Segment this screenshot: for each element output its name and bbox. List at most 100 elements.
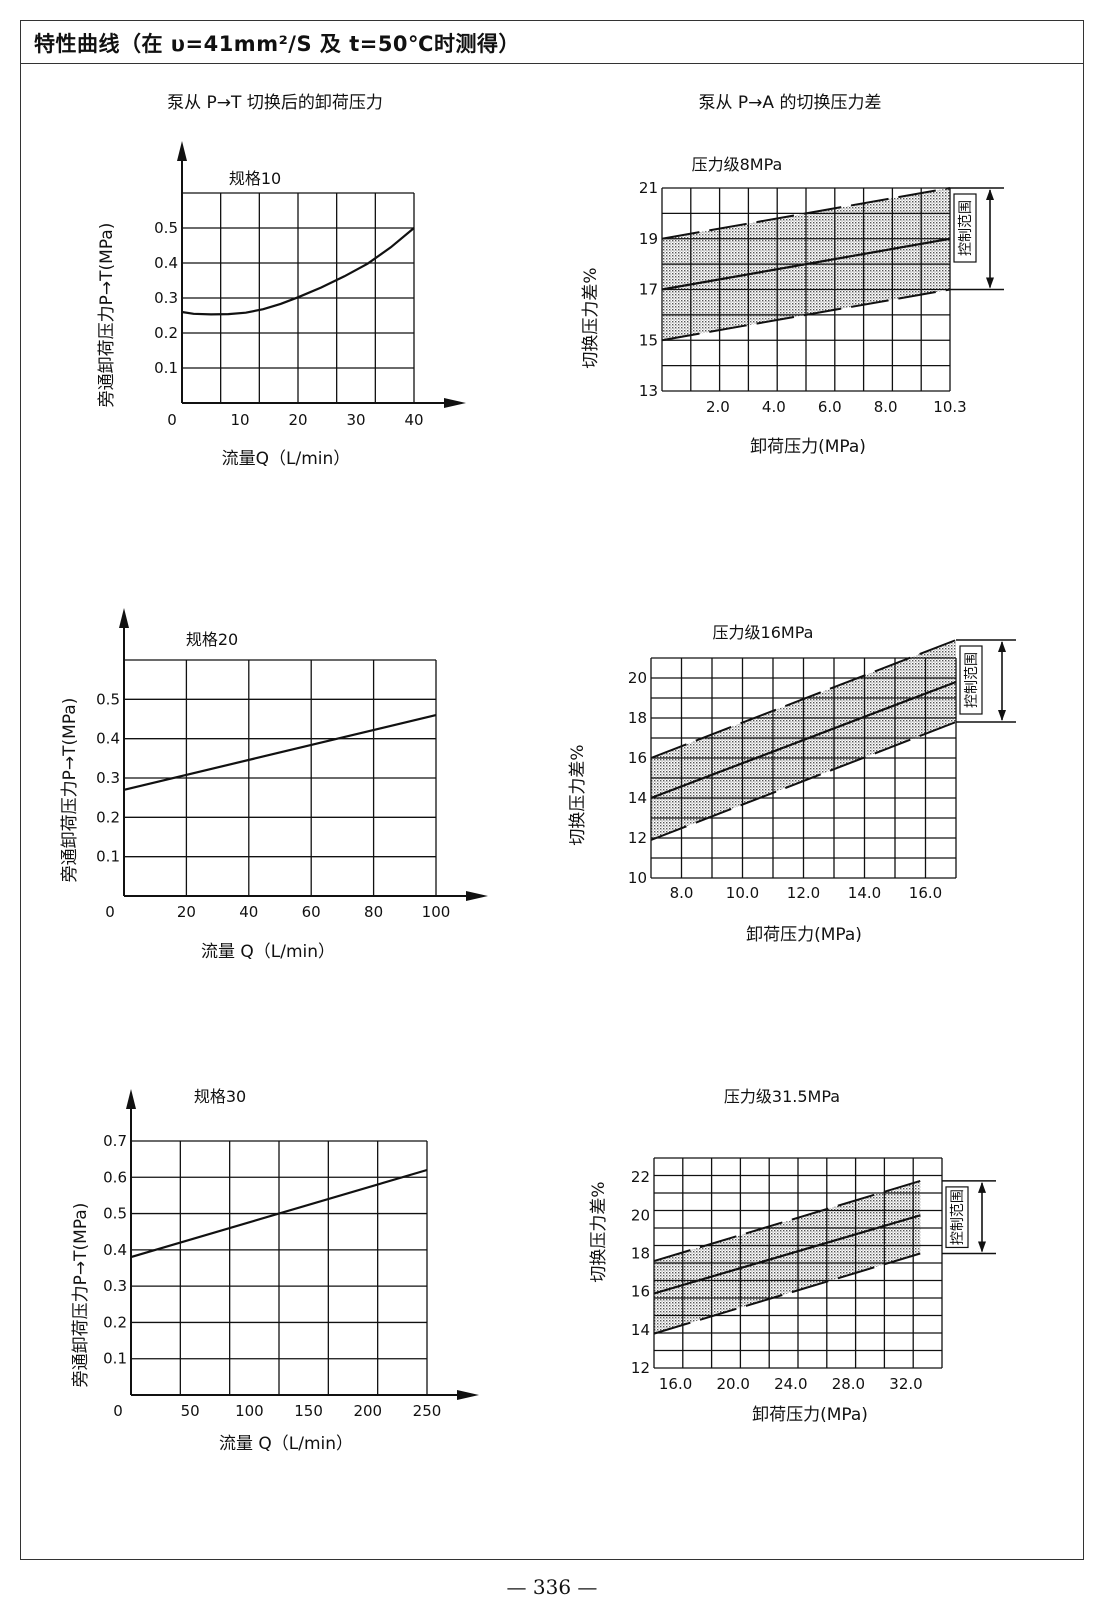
x-axis-arrow bbox=[457, 1390, 479, 1400]
x-axis-label: 卸荷压力(MPa) bbox=[750, 437, 866, 457]
y-tick-label: 15 bbox=[639, 331, 658, 349]
y-tick-label: 18 bbox=[628, 709, 647, 727]
x-tick-label: 2.0 bbox=[706, 398, 730, 416]
x-tick-label: 20 bbox=[177, 903, 196, 921]
chart-title: 泵从 P→T 切换后的卸荷压力 bbox=[167, 93, 383, 113]
y-tick-label: 14 bbox=[628, 789, 647, 807]
x-tick-label: 40 bbox=[239, 903, 258, 921]
series-line bbox=[181, 227, 415, 316]
band-upper-line bbox=[650, 639, 957, 759]
y-tick-label: 0.1 bbox=[103, 1350, 127, 1368]
range-label-box bbox=[959, 645, 983, 715]
y-tick-label: 0.5 bbox=[96, 690, 120, 708]
x-tick-label: 10.3 bbox=[933, 398, 966, 416]
range-arrow-up bbox=[998, 641, 1006, 652]
series-line bbox=[661, 237, 951, 291]
x-axis-label: 卸荷压力(MPa) bbox=[752, 1405, 868, 1425]
x-tick-label: 30 bbox=[346, 411, 365, 429]
x-tick-label: 20.0 bbox=[716, 1375, 749, 1393]
y-tick-label: 21 bbox=[639, 179, 658, 197]
y-tick-label: 14 bbox=[631, 1321, 650, 1339]
series-line bbox=[650, 680, 957, 800]
x-tick-label: 100 bbox=[422, 903, 451, 921]
y-axis-label: 旁通卸荷压力P→T(MPa) bbox=[60, 698, 80, 883]
y-tick-label: 0.7 bbox=[103, 1132, 127, 1150]
x-tick-label: 0 bbox=[167, 411, 177, 429]
x-tick-label: 10.0 bbox=[726, 884, 759, 902]
control-band bbox=[654, 1180, 921, 1334]
y-tick-label: 0.4 bbox=[154, 254, 178, 272]
y-tick-label: 0.6 bbox=[103, 1168, 127, 1186]
y-tick-label: 16 bbox=[628, 749, 647, 767]
series-line bbox=[130, 1168, 428, 1259]
x-tick-label: 200 bbox=[353, 1402, 382, 1420]
y-tick-label: 0.4 bbox=[103, 1241, 127, 1259]
band-upper-line bbox=[661, 187, 951, 240]
x-tick-label: 16.0 bbox=[909, 884, 942, 902]
x-tick-label: 8.0 bbox=[874, 398, 898, 416]
chart-subtitle: 规格10 bbox=[229, 169, 281, 188]
y-tick-label: 0.4 bbox=[96, 730, 120, 748]
x-tick-label: 10 bbox=[230, 411, 249, 429]
y-tick-label: 0.3 bbox=[103, 1277, 127, 1295]
range-label-box bbox=[953, 193, 977, 263]
y-tick-label: 12 bbox=[631, 1359, 650, 1377]
header-bar bbox=[20, 20, 1084, 64]
range-label: 控制范围 bbox=[963, 652, 980, 708]
y-tick-label: 0.3 bbox=[96, 769, 120, 787]
x-tick-label: 0 bbox=[113, 1402, 123, 1420]
range-arrow-down bbox=[998, 710, 1006, 721]
y-tick-label: 16 bbox=[631, 1283, 650, 1301]
x-tick-label: 4.0 bbox=[762, 398, 786, 416]
x-tick-label: 100 bbox=[235, 1402, 264, 1420]
y-tick-label: 0.1 bbox=[96, 848, 120, 866]
chart-subtitle: 压力级8MPa bbox=[692, 155, 783, 174]
range-label: 控制范围 bbox=[949, 1189, 966, 1245]
range-arrow-down bbox=[978, 1241, 986, 1253]
x-tick-label: 28.0 bbox=[832, 1375, 865, 1393]
x-tick-label: 150 bbox=[294, 1402, 323, 1420]
range-arrow-up bbox=[986, 189, 994, 200]
x-tick-label: 250 bbox=[413, 1402, 442, 1420]
x-tick-label: 50 bbox=[181, 1402, 200, 1420]
y-tick-label: 0.2 bbox=[154, 324, 178, 342]
y-axis-label: 切换压力差% bbox=[581, 267, 601, 368]
y-tick-label: 12 bbox=[628, 829, 647, 847]
x-tick-label: 12.0 bbox=[787, 884, 820, 902]
x-axis-arrow bbox=[466, 891, 488, 901]
x-tick-label: 24.0 bbox=[774, 1375, 807, 1393]
chart-subtitle: 压力级31.5MPa bbox=[724, 1087, 840, 1106]
chart-bypass-20: 20 40 60 80 100 0 0.1 0.2 0.3 0.4 0.5 规格20 流量 Q（L/mi… bbox=[60, 608, 488, 962]
y-tick-label: 10 bbox=[628, 869, 647, 887]
y-tick-label: 0.2 bbox=[103, 1313, 127, 1331]
y-axis-label: 旁通卸荷压力P→T(MPa) bbox=[97, 223, 117, 408]
y-tick-label: 22 bbox=[631, 1168, 650, 1186]
x-tick-label: 20 bbox=[288, 411, 307, 429]
y-axis-label: 切换压力差% bbox=[568, 744, 588, 845]
series-line bbox=[653, 1214, 921, 1295]
x-tick-label: 32.0 bbox=[889, 1375, 922, 1393]
x-axis-label: 卸荷压力(MPa) bbox=[746, 925, 862, 945]
range-label-box bbox=[945, 1186, 969, 1249]
chart-switch-31: 16.0 20.0 24.0 28.0 32.0 12 14 16 18 20 22 压力级31.5M… bbox=[589, 1087, 996, 1425]
chart-subtitle: 规格20 bbox=[186, 630, 238, 649]
page-frame bbox=[20, 20, 1084, 1560]
y-tick-label: 13 bbox=[639, 382, 658, 400]
x-tick-label: 0 bbox=[105, 903, 115, 921]
page-number: — 336 — bbox=[506, 1575, 598, 1599]
y-axis-arrow bbox=[126, 1089, 136, 1109]
grid bbox=[130, 1140, 428, 1396]
y-tick-label: 18 bbox=[631, 1244, 650, 1262]
y-tick-label: 0.5 bbox=[154, 219, 178, 237]
x-axis-label: 流量 Q（L/min） bbox=[219, 1434, 353, 1454]
range-label: 控制范围 bbox=[957, 200, 974, 256]
band-lower-line bbox=[661, 288, 951, 342]
y-axis-label: 旁通卸荷压力P→T(MPa) bbox=[71, 1203, 91, 1388]
chart-switch-8: 2.0 4.0 6.0 8.0 10.3 13 15 17 19 21 泵从 P→A 的切换压力差压… bbox=[581, 93, 1004, 457]
x-axis-label: 流量Q（L/min） bbox=[222, 449, 351, 469]
x-tick-label: 14.0 bbox=[848, 884, 881, 902]
y-axis-arrow bbox=[119, 608, 129, 628]
y-axis-arrow bbox=[177, 141, 187, 161]
y-tick-label: 19 bbox=[639, 230, 658, 248]
